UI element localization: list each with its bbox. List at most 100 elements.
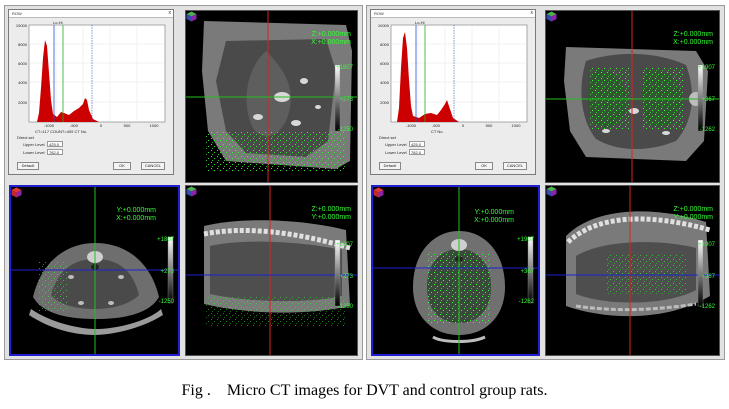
upper-level-label: Upper Level [385, 142, 407, 147]
y-tick: 10000 [378, 23, 390, 28]
sagittal-image [546, 186, 719, 355]
coordinate-readout-2: Y:+0.000mm [311, 214, 352, 221]
scale-min: -1250 [337, 127, 353, 133]
scale-min: -1250 [158, 299, 174, 305]
scale-min: -1262 [518, 299, 534, 305]
y-tick: 4000 [18, 80, 28, 85]
sagittal-view[interactable]: Z:+0.000mm Y:+0.000mm +1907 +367 -1262 [545, 185, 720, 356]
upper-level-input[interactable]: 425.0 [47, 141, 63, 147]
axial-image [546, 11, 719, 182]
sagittal-image [186, 186, 357, 355]
close-icon[interactable]: x [530, 10, 534, 16]
orientation-cube-icon[interactable] [186, 11, 197, 22]
scale-max: +1907 [517, 237, 534, 243]
lower-level-input[interactable]: 782.0 [47, 149, 63, 155]
scale-mid: +273 [339, 274, 353, 280]
histogram-curve [397, 32, 459, 122]
scale-min: -1250 [337, 304, 353, 310]
histogram-chart: Lo-Hi 10000 8000 6000 4000 2000 -1000 -5… [16, 20, 166, 134]
axial-image [186, 11, 357, 182]
threshold-dialog: ROW x Lo-Hi 10000 8000 6000 4000 2000 [8, 9, 174, 175]
coordinate-readout-2: X:+0.000mm [673, 39, 713, 46]
x-tick: 1000 [512, 123, 522, 128]
axial-view[interactable]: Z:+0.000mm X:+0.000mm +1807 +273 -1250 [185, 10, 358, 183]
upper-level-label: Upper Level [23, 142, 45, 147]
upper-level-input[interactable]: 425.0 [409, 141, 425, 147]
scale-mid: +367 [520, 269, 534, 275]
x-tick: 0 [462, 123, 465, 128]
coordinate-readout-1: Y:+0.000mm [116, 207, 157, 214]
coordinate-readout-1: Z:+0.000mm [673, 31, 714, 38]
coordinate-readout-2: X:+0.000mm [474, 217, 514, 224]
scale-max: +1807 [336, 65, 353, 71]
dialog-title-bar: ROW x [9, 10, 173, 18]
default-button[interactable]: Default [379, 162, 401, 170]
figure-caption: Fig . Micro CT images for DVT and contro… [181, 382, 548, 399]
scale-mid: +273 [339, 97, 353, 103]
y-tick: 8000 [380, 42, 390, 47]
y-tick: 6000 [18, 61, 28, 66]
sagittal-view[interactable]: Z:+0.000mm Y:+0.000mm +1807 +273 -1250 [185, 185, 358, 356]
scale-max: +1807 [157, 237, 174, 243]
peak-label: Lo-Hi [53, 20, 63, 25]
dialog-title-bar: ROW x [371, 10, 535, 18]
orientation-cube-icon[interactable] [186, 186, 197, 197]
x-tick: 0 [100, 123, 103, 128]
coordinate-readout-2: X:+0.000mm [116, 215, 156, 222]
scale-max: +1907 [698, 242, 715, 248]
histogram-chart: Lo-Hi 10000 8000 6000 4000 2000 -1000 -5… [378, 20, 528, 134]
dialog-title: ROW [374, 11, 384, 16]
histogram-bottom-label: CT No. [431, 129, 444, 134]
y-tick: 10000 [16, 23, 28, 28]
y-tick: 2000 [18, 100, 28, 105]
x-tick: -500 [432, 123, 441, 128]
cancel-button[interactable]: CANCEL [503, 162, 527, 170]
orientation-cube-icon[interactable] [373, 187, 384, 198]
coronal-view[interactable]: Y:+0.000mm X:+0.000mm +1807 +273 -1250 [9, 185, 180, 356]
y-tick: 8000 [18, 42, 28, 47]
scale-min: -1262 [699, 127, 715, 133]
y-tick: 4000 [380, 80, 390, 85]
direct-set-label: Direct set [17, 135, 34, 140]
x-tick: 1000 [150, 123, 160, 128]
coordinate-readout-1: Z:+0.000mm [311, 206, 352, 213]
histogram-bottom-label: CT=117 COUNT=409 CT No. [35, 129, 87, 134]
dialog-title: ROW [12, 11, 22, 16]
default-button[interactable]: Default [17, 162, 39, 170]
histogram-curve [37, 40, 99, 122]
lower-level-label: Lower Level [385, 150, 407, 155]
direct-set-label: Direct set [379, 135, 396, 140]
x-tick: 500 [124, 123, 131, 128]
x-tick: 500 [486, 123, 493, 128]
coronal-image [11, 187, 178, 354]
peak-label: Lo-Hi [415, 20, 425, 25]
orientation-cube-icon[interactable] [546, 186, 557, 197]
orientation-cube-icon[interactable] [11, 187, 22, 198]
coordinate-readout-2: X:+0.000mm [311, 39, 351, 46]
control-group-panel: ROW x Lo-Hi 10000 8000 6000 4000 2000 [366, 5, 725, 360]
y-tick: 6000 [380, 61, 390, 66]
scale-max: +1807 [336, 242, 353, 248]
y-tick: 2000 [380, 100, 390, 105]
scale-mid: +273 [160, 269, 174, 275]
coordinate-readout-2: Y:+0.000mm [673, 214, 714, 221]
x-tick: -1000 [44, 123, 55, 128]
ok-button[interactable]: OK [475, 162, 493, 170]
x-tick: -500 [70, 123, 79, 128]
coordinate-readout-1: Z:+0.000mm [311, 31, 352, 38]
lower-level-input[interactable]: 782.0 [409, 149, 425, 155]
scale-mid: +367 [701, 97, 715, 103]
coronal-image [373, 187, 538, 354]
cancel-button[interactable]: CANCEL [141, 162, 165, 170]
scale-max: +1907 [698, 65, 715, 71]
dvt-group-panel: ROW x Lo-Hi 10000 8000 6000 4000 2000 [4, 5, 363, 360]
lower-level-label: Lower Level [23, 150, 45, 155]
axial-view[interactable]: Z:+0.000mm X:+0.000mm +1907 +367 -1262 [545, 10, 720, 183]
close-icon[interactable]: x [168, 10, 172, 16]
coordinate-readout-1: Y:+0.000mm [474, 209, 515, 216]
ok-button[interactable]: OK [113, 162, 131, 170]
orientation-cube-icon[interactable] [546, 11, 557, 22]
threshold-dialog: ROW x Lo-Hi 10000 8000 6000 4000 2000 [370, 9, 536, 175]
scale-mid: +367 [701, 274, 715, 280]
coronal-view[interactable]: Y:+0.000mm X:+0.000mm +1907 +367 -1262 [371, 185, 540, 356]
